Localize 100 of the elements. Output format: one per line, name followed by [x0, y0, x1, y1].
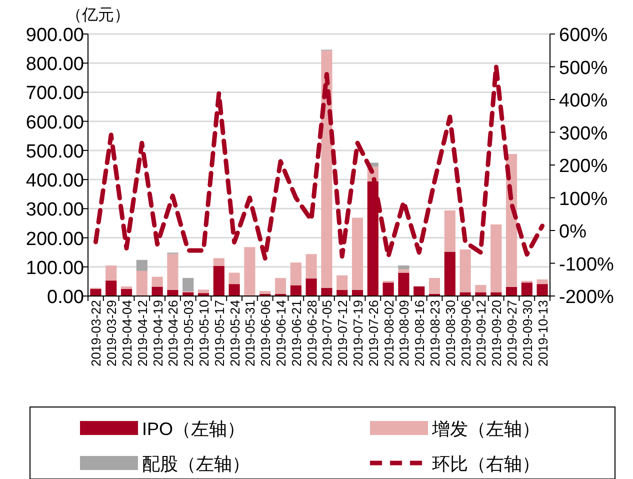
x-tick-label: 2019-03-29	[104, 300, 120, 366]
bar	[167, 254, 178, 290]
bar	[274, 278, 286, 294]
bar	[321, 288, 332, 296]
bar	[106, 265, 117, 281]
y2-tick-label: 500%	[559, 58, 608, 79]
x-tick-label: 2019-06-28	[304, 300, 320, 366]
y-tick-label: 200.00	[26, 228, 84, 250]
x-tick-label: 2019-08-23	[428, 300, 442, 366]
x-tick-label: 2019-08-09	[396, 300, 412, 366]
x-tick-label: 2019-05-10	[196, 300, 212, 366]
x-tick-label: 2019-08-16	[412, 300, 428, 366]
x-tick-label: 2019-09-30	[520, 300, 535, 366]
y2-tick-label: 600%	[559, 25, 608, 46]
bar	[198, 290, 210, 294]
y2-tick-label: 100%	[559, 188, 608, 210]
bar	[228, 284, 240, 296]
x-tick-label: 2019-08-30	[442, 300, 458, 366]
x-tick-label: 2019-05-24	[227, 300, 242, 366]
x-tick-label: 2019-09-12	[474, 300, 489, 366]
y-tick-label: 300.00	[26, 200, 84, 221]
x-tick-label: 2019-06-14	[274, 300, 288, 366]
y-tick-label: 400.00	[26, 170, 84, 192]
x-tick-label: 2019-08-02	[381, 300, 396, 366]
bar	[490, 292, 502, 296]
bar	[536, 279, 548, 284]
bar	[475, 284, 486, 292]
y-axis-title: （亿元）	[66, 7, 130, 24]
y-tick-label: 800.00	[26, 54, 84, 76]
bar	[182, 278, 194, 292]
x-tick-label: 2019-04-04	[120, 300, 134, 366]
bar	[460, 249, 471, 292]
bar	[290, 285, 302, 296]
y2-tick-label: -100%	[559, 254, 614, 276]
x-tick-label: 2019-07-05	[320, 300, 335, 366]
x-tick-label: 2019-04-19	[150, 300, 166, 366]
y-tick-label: 900.00	[26, 25, 84, 46]
x-tick-label: 2019-07-26	[366, 300, 381, 366]
bar	[260, 291, 271, 294]
bar	[398, 265, 410, 270]
y-tick-label: 700.00	[26, 83, 84, 104]
bar	[136, 270, 148, 296]
bar	[306, 254, 317, 279]
x-tick-label: 2019-07-19	[350, 300, 366, 366]
bar	[475, 292, 486, 296]
y2-tick-label: 400%	[559, 90, 608, 112]
bar	[521, 282, 532, 296]
bar	[213, 258, 224, 266]
bar	[152, 276, 163, 287]
line-series	[93, 64, 545, 261]
bar	[306, 278, 317, 296]
bar	[213, 266, 224, 296]
bar	[398, 269, 410, 273]
x-tick-label: 2019-05-31	[242, 300, 258, 366]
x-tick-label: 2019-09-06	[458, 300, 474, 366]
bar	[90, 289, 102, 296]
bar	[106, 280, 117, 296]
y2-tick-label: 300%	[559, 123, 608, 144]
y2-tick-label: -200%	[559, 287, 614, 308]
y-tick-label: 600.00	[26, 112, 84, 134]
y-tick-label: 100.00	[26, 258, 84, 279]
x-tick-label: 2019-05-03	[181, 300, 196, 366]
bar	[490, 224, 502, 292]
x-tick-label: 2019-10-13	[535, 300, 550, 366]
legend-label: 环比（右轴）	[432, 454, 540, 474]
legend-label: 配股（左轴）	[142, 454, 250, 474]
y2-tick-label: 0%	[559, 222, 587, 242]
bar	[444, 210, 456, 252]
bar	[336, 275, 348, 290]
legend-label: 增发（左轴）	[431, 419, 540, 439]
bar	[120, 286, 132, 290]
x-tick-label: 2019-07-12	[335, 300, 350, 366]
x-tick-label: 2019-06-06	[258, 300, 274, 366]
x-tick-label: 2019-09-27	[504, 300, 520, 366]
legend-label: IPO（左轴）	[142, 419, 246, 439]
x-tick-label: 2019-09-20	[489, 300, 504, 366]
bar	[120, 289, 132, 296]
bar	[182, 292, 194, 296]
bar	[244, 247, 256, 296]
bar	[352, 218, 364, 290]
bar	[460, 292, 471, 296]
x-tick-label: 2019-03-22	[88, 300, 104, 366]
bar	[152, 286, 163, 296]
bar	[290, 262, 302, 286]
x-tick-label: 2019-04-12	[134, 300, 150, 366]
bar	[506, 286, 518, 296]
x-tick-label: 2019-04-26	[166, 300, 181, 366]
x-tick-label: 2019-06-21	[288, 300, 304, 366]
bar	[228, 272, 240, 284]
y-tick-label: 500.00	[26, 141, 84, 162]
x-tick-label: 2019-05-17	[212, 300, 227, 366]
bar	[136, 260, 148, 271]
bar	[414, 286, 425, 296]
bar	[444, 252, 456, 296]
bar	[536, 284, 548, 296]
bar	[382, 282, 394, 296]
bar	[398, 272, 410, 296]
y2-tick-label: 200%	[559, 156, 608, 177]
bar	[428, 278, 440, 294]
y-tick-label: 0.00	[47, 287, 84, 308]
